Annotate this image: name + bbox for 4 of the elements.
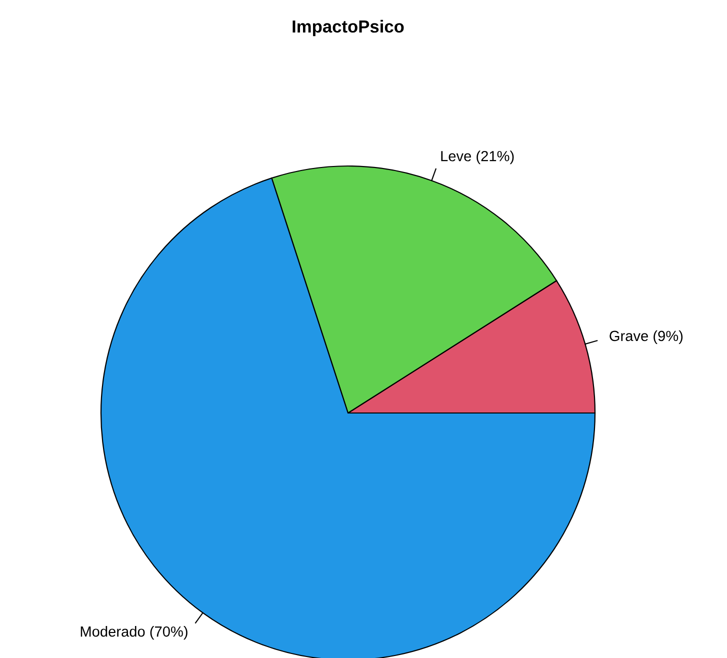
- chart-title: ImpactoPsico: [292, 20, 404, 36]
- slice-label: Moderado (70%): [80, 626, 188, 640]
- slice-label: Grave (9%): [610, 330, 683, 344]
- slice-label: Leve (21%): [441, 150, 514, 164]
